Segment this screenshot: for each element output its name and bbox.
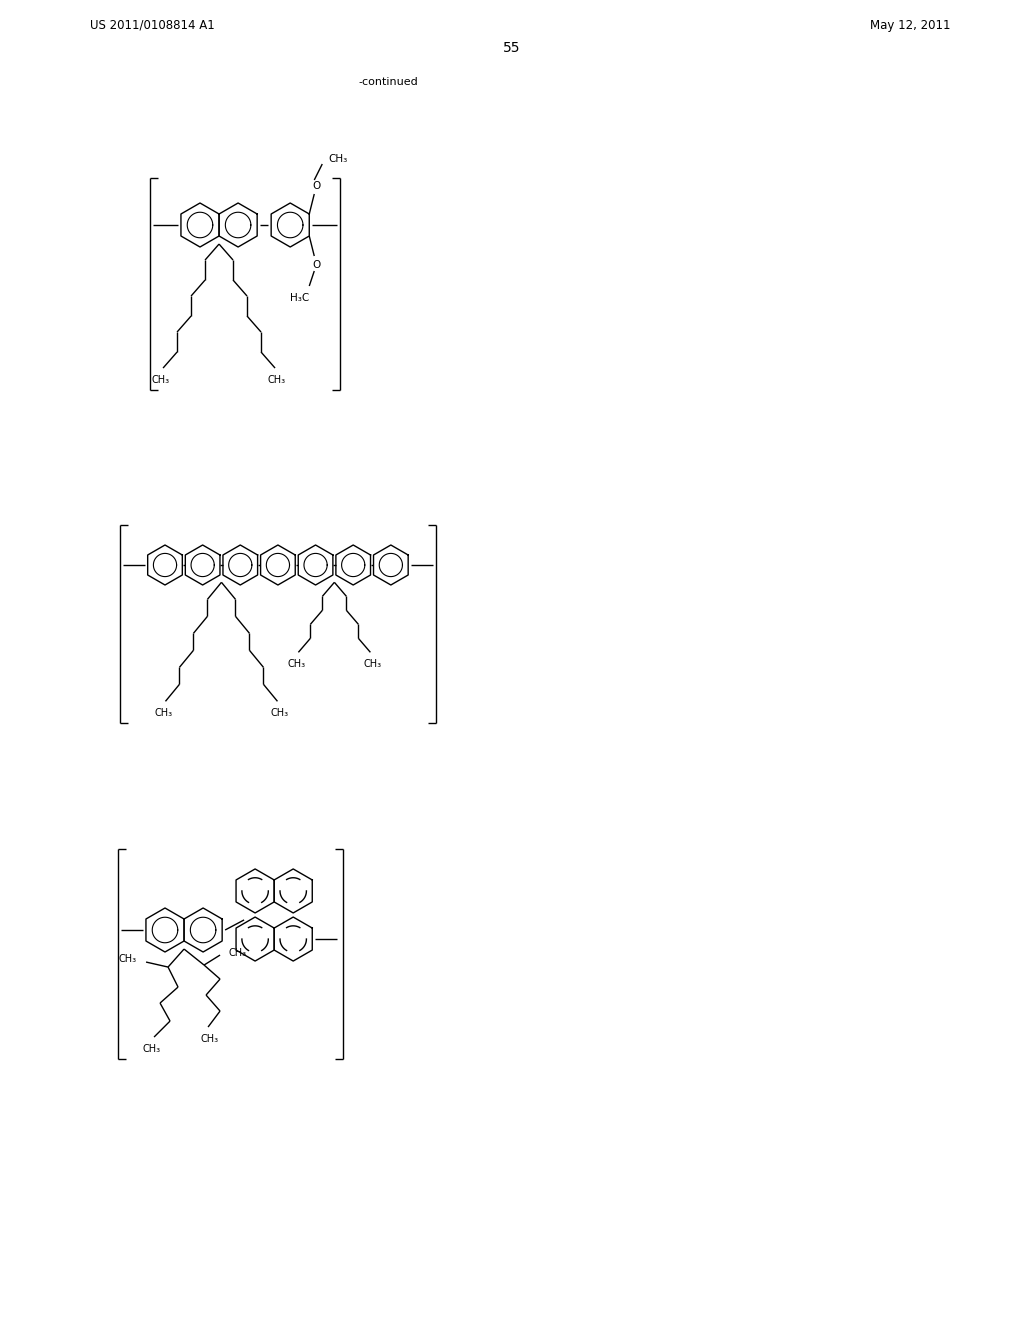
Text: O: O [312,260,321,271]
Text: CH₃: CH₃ [143,1044,161,1055]
Text: May 12, 2011: May 12, 2011 [870,18,950,32]
Text: US 2011/0108814 A1: US 2011/0108814 A1 [90,18,215,32]
Text: O: O [312,181,321,191]
Text: CH₃: CH₃ [229,948,247,958]
Text: 55: 55 [503,41,521,55]
Text: CH₃: CH₃ [329,154,348,164]
Text: CH₃: CH₃ [268,375,286,385]
Text: -continued: -continued [358,77,418,87]
Text: CH₃: CH₃ [270,709,289,718]
Text: CH₃: CH₃ [152,375,170,385]
Text: H₃C: H₃C [290,293,309,304]
Text: CH₃: CH₃ [364,659,382,669]
Text: CH₃: CH₃ [119,954,137,964]
Text: CH₃: CH₃ [201,1034,219,1044]
Text: CH₃: CH₃ [288,659,305,669]
Text: CH₃: CH₃ [155,709,172,718]
